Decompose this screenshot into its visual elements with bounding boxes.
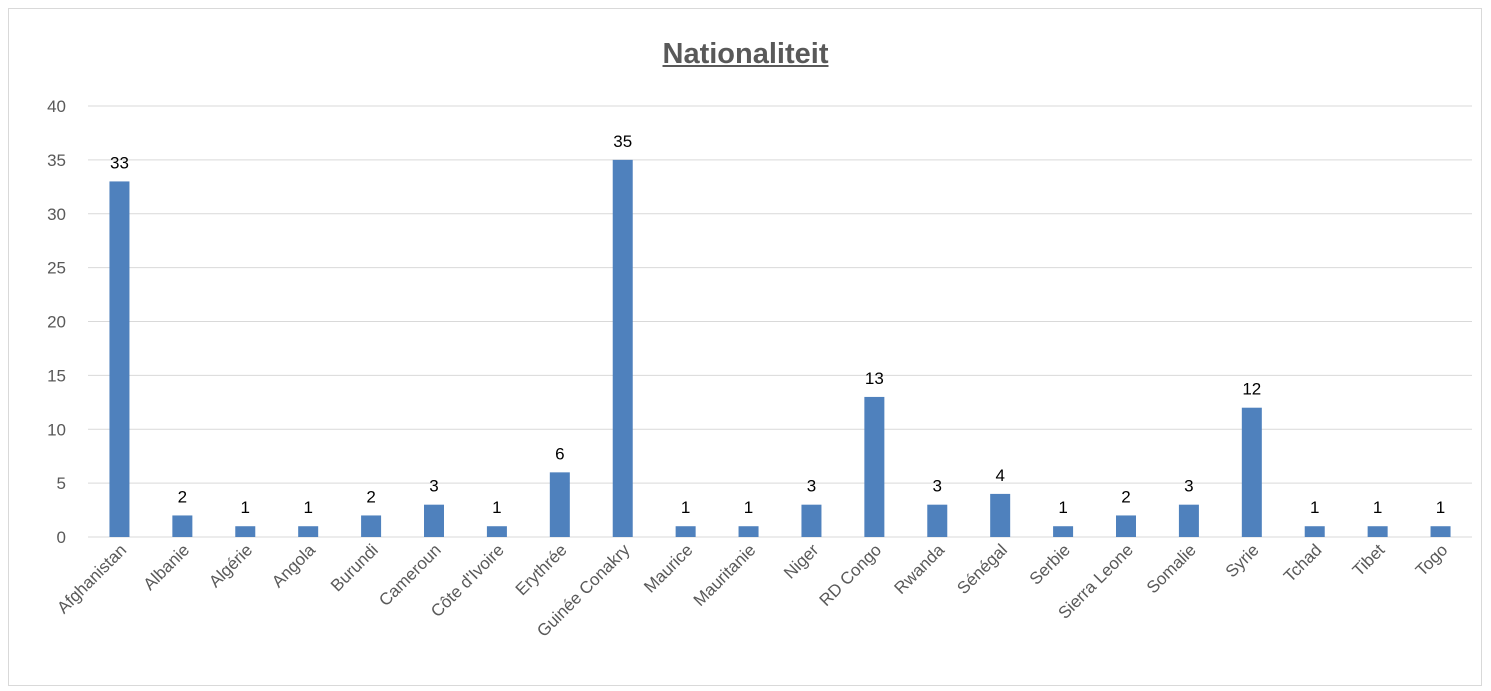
- bar: [1367, 526, 1388, 537]
- bar: [549, 472, 570, 537]
- data-label: 1: [492, 498, 501, 517]
- data-label: 1: [303, 498, 312, 517]
- x-category-label: Afghanistan: [53, 540, 130, 617]
- x-category-label: Niger: [780, 540, 822, 582]
- data-label: 3: [1184, 477, 1193, 496]
- x-category-label: RD Congo: [816, 540, 886, 610]
- bar: [1116, 515, 1136, 537]
- x-category-label: Rwanda: [891, 540, 949, 598]
- x-category-label: Erythrée: [512, 540, 571, 599]
- bar: [486, 526, 507, 537]
- data-label: 1: [1058, 498, 1067, 517]
- y-tick-label: 15: [47, 366, 66, 385]
- bar: [1430, 526, 1451, 537]
- x-axis-categories: Afghanistan Albanie Algérie Angola BurundiCa…: [53, 540, 1451, 641]
- x-category-label: Serbie: [1026, 540, 1074, 588]
- data-label: 2: [366, 487, 375, 506]
- data-label: 1: [744, 498, 753, 517]
- data-label: 35: [613, 132, 632, 151]
- data-label: 6: [555, 444, 564, 463]
- data-label: 3: [933, 477, 942, 496]
- y-tick-label: 0: [57, 528, 66, 547]
- bar: [172, 515, 193, 537]
- x-category-label: Tibet: [1349, 540, 1389, 580]
- bar: [675, 526, 696, 537]
- y-axis-ticks: 0 5 10 15 20 25 30 35 40: [47, 97, 66, 547]
- x-category-label: Sénégal: [953, 540, 1011, 598]
- bar: [864, 396, 885, 537]
- y-tick-label: 20: [47, 313, 66, 332]
- bar: [612, 159, 633, 537]
- data-label: 33: [110, 153, 129, 172]
- bar: [738, 526, 759, 537]
- bar: [990, 493, 1011, 537]
- bar: [235, 526, 256, 537]
- data-label: 2: [178, 487, 187, 506]
- bar: [1304, 526, 1325, 537]
- y-tick-label: 35: [47, 151, 66, 170]
- chart-frame: [8, 8, 1482, 686]
- x-category-label: Burundi: [327, 540, 382, 595]
- x-category-label: Syrie: [1222, 540, 1263, 581]
- x-category-label: Somalie: [1143, 540, 1200, 597]
- bar: [927, 504, 948, 537]
- x-category-label: Tchad: [1280, 540, 1326, 586]
- data-label: 1: [1436, 498, 1445, 517]
- y-tick-label: 25: [47, 259, 66, 278]
- data-label: 1: [1373, 498, 1382, 517]
- bar: [109, 181, 130, 538]
- data-label: 3: [429, 477, 438, 496]
- bar: [361, 515, 382, 537]
- x-category-label: Albanie: [140, 540, 194, 594]
- bar: [1178, 504, 1199, 537]
- bar: [1053, 526, 1074, 537]
- x-category-label: Maurice: [640, 540, 696, 596]
- data-label: 13: [865, 369, 884, 388]
- bar: [801, 504, 822, 537]
- bar: [1241, 407, 1262, 537]
- x-category-label: Algérie: [205, 540, 256, 591]
- data-label: 3: [807, 477, 816, 496]
- y-tick-label: 30: [47, 205, 66, 224]
- y-tick-label: 40: [47, 97, 66, 116]
- x-category-label: Togo: [1412, 540, 1452, 580]
- y-tick-label: 10: [47, 420, 66, 439]
- bar: [298, 526, 319, 537]
- data-label: 4: [995, 466, 1004, 485]
- x-category-label: Mauritanie: [690, 540, 760, 610]
- bar: [424, 504, 444, 537]
- data-label: 2: [1121, 487, 1130, 506]
- x-category-label: Angola: [268, 540, 319, 591]
- bars: [109, 159, 1451, 538]
- data-label: 1: [1310, 498, 1319, 517]
- y-tick-label: 5: [57, 474, 66, 493]
- data-label: 1: [241, 498, 250, 517]
- data-label: 12: [1242, 380, 1261, 399]
- gridlines: [88, 105, 1472, 538]
- chart-title: Nationaliteit: [662, 38, 829, 70]
- data-label: 1: [681, 498, 690, 517]
